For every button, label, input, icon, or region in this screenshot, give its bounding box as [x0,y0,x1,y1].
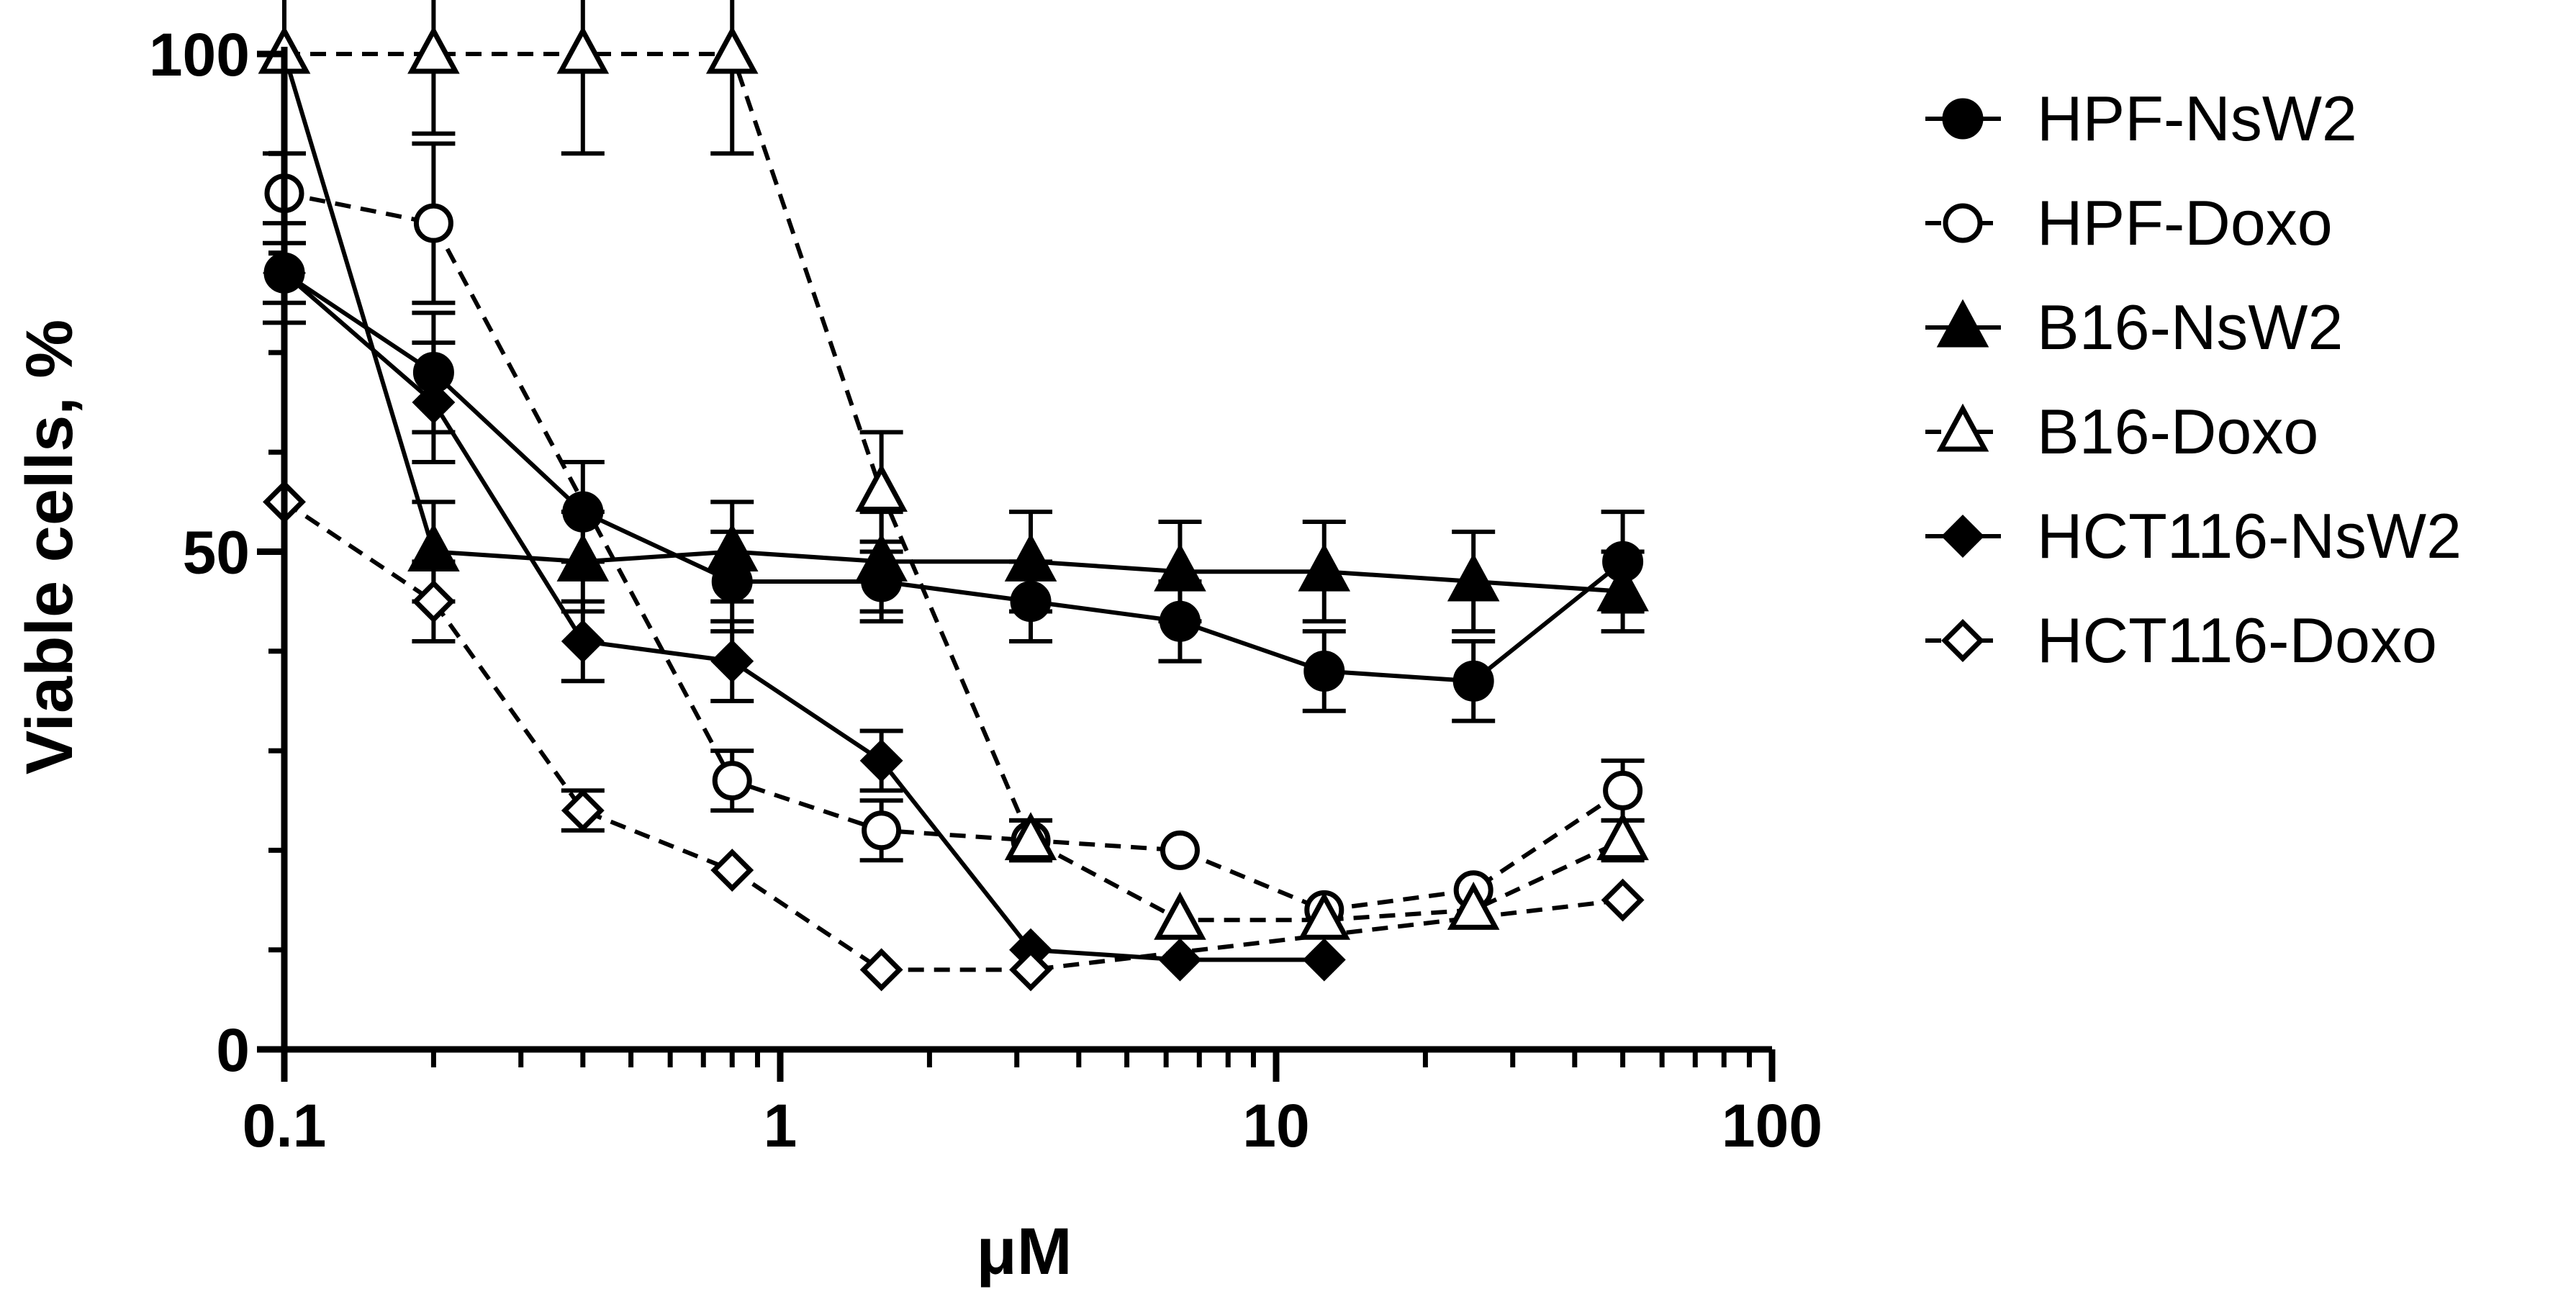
data-point [862,810,902,851]
x-tick-label: 1 [764,1092,797,1159]
data-point [705,523,759,571]
legend-marker [1936,299,1989,348]
data-point [407,523,460,571]
legend-label: HCT116-NsW2 [2037,500,2462,571]
data-point [562,491,604,533]
data-point [1009,948,1052,992]
data-markers [258,25,1649,992]
legend-marker [1941,515,1984,558]
data-point [561,620,605,663]
legend-marker [1942,98,1984,140]
data-point [855,533,908,582]
y-tick-label: 0 [216,1016,250,1084]
data-point [407,25,460,74]
series-lines [282,52,1624,972]
series-line-HPF-Doxo [284,191,1624,913]
data-point [859,948,903,992]
data-point [1603,770,1643,810]
x-tick-label: 100 [1722,1092,1822,1159]
data-point [1452,660,1494,702]
data-point [1447,882,1500,930]
data-point [1154,891,1206,940]
data-point [556,533,610,582]
legend-marker [1941,619,1984,662]
data-point [413,203,453,243]
error-bars [263,0,1645,863]
data-point [412,381,456,424]
series-line-B16-Doxo [284,52,1624,923]
series-line-B16-NsW2 [282,53,1623,594]
data-point [1596,563,1649,612]
data-point [705,25,759,74]
data-point [556,25,610,74]
legend-label: B16-Doxo [2037,396,2318,467]
data-point [712,761,752,801]
data-point [710,639,754,683]
data-point [1004,812,1057,861]
legend-label: B16-NsW2 [2037,291,2343,363]
x-tick-label: 0.1 [243,1092,327,1159]
data-point [1596,812,1649,861]
legend-marker [1943,203,1983,243]
data-point [1154,543,1206,592]
y-tick-label: 100 [149,21,250,89]
legend-label: HCT116-Doxo [2037,605,2437,676]
x-tick-label: 10 [1242,1092,1309,1159]
legend-marker [1936,403,1989,452]
legend-label: HPF-NsW2 [2037,83,2357,154]
data-point [1010,581,1052,623]
y-tick-label: 50 [183,519,250,587]
data-point [1158,938,1202,982]
data-point [710,849,754,892]
data-point [1004,533,1057,582]
data-point [561,789,605,833]
legend-label: HPF-Doxo [2037,187,2333,258]
data-point [1601,878,1645,922]
series-line-HCT116-NsW2 [283,271,1324,962]
series-line-HCT116-Doxo [283,499,1623,972]
x-axis-label: μM [977,1215,1072,1288]
data-point [1298,891,1351,940]
data-point [1447,553,1500,602]
data-point [412,579,456,623]
y-axis-label: Viable cells, % [13,320,86,774]
data-point [1159,600,1201,642]
legend: HPF-NsW2 HPF-Doxo B16-NsW2 B16-Doxo HCT116-N… [1925,83,2462,676]
data-point [1303,650,1345,692]
data-point [1160,830,1200,870]
data-point [859,738,903,782]
series-line-HPF-NsW2 [283,271,1624,684]
data-point [1302,938,1346,982]
data-point [855,464,908,512]
axes: 0.1 1 10 100 0 50 100 [149,21,1822,1159]
data-point [1298,543,1351,592]
